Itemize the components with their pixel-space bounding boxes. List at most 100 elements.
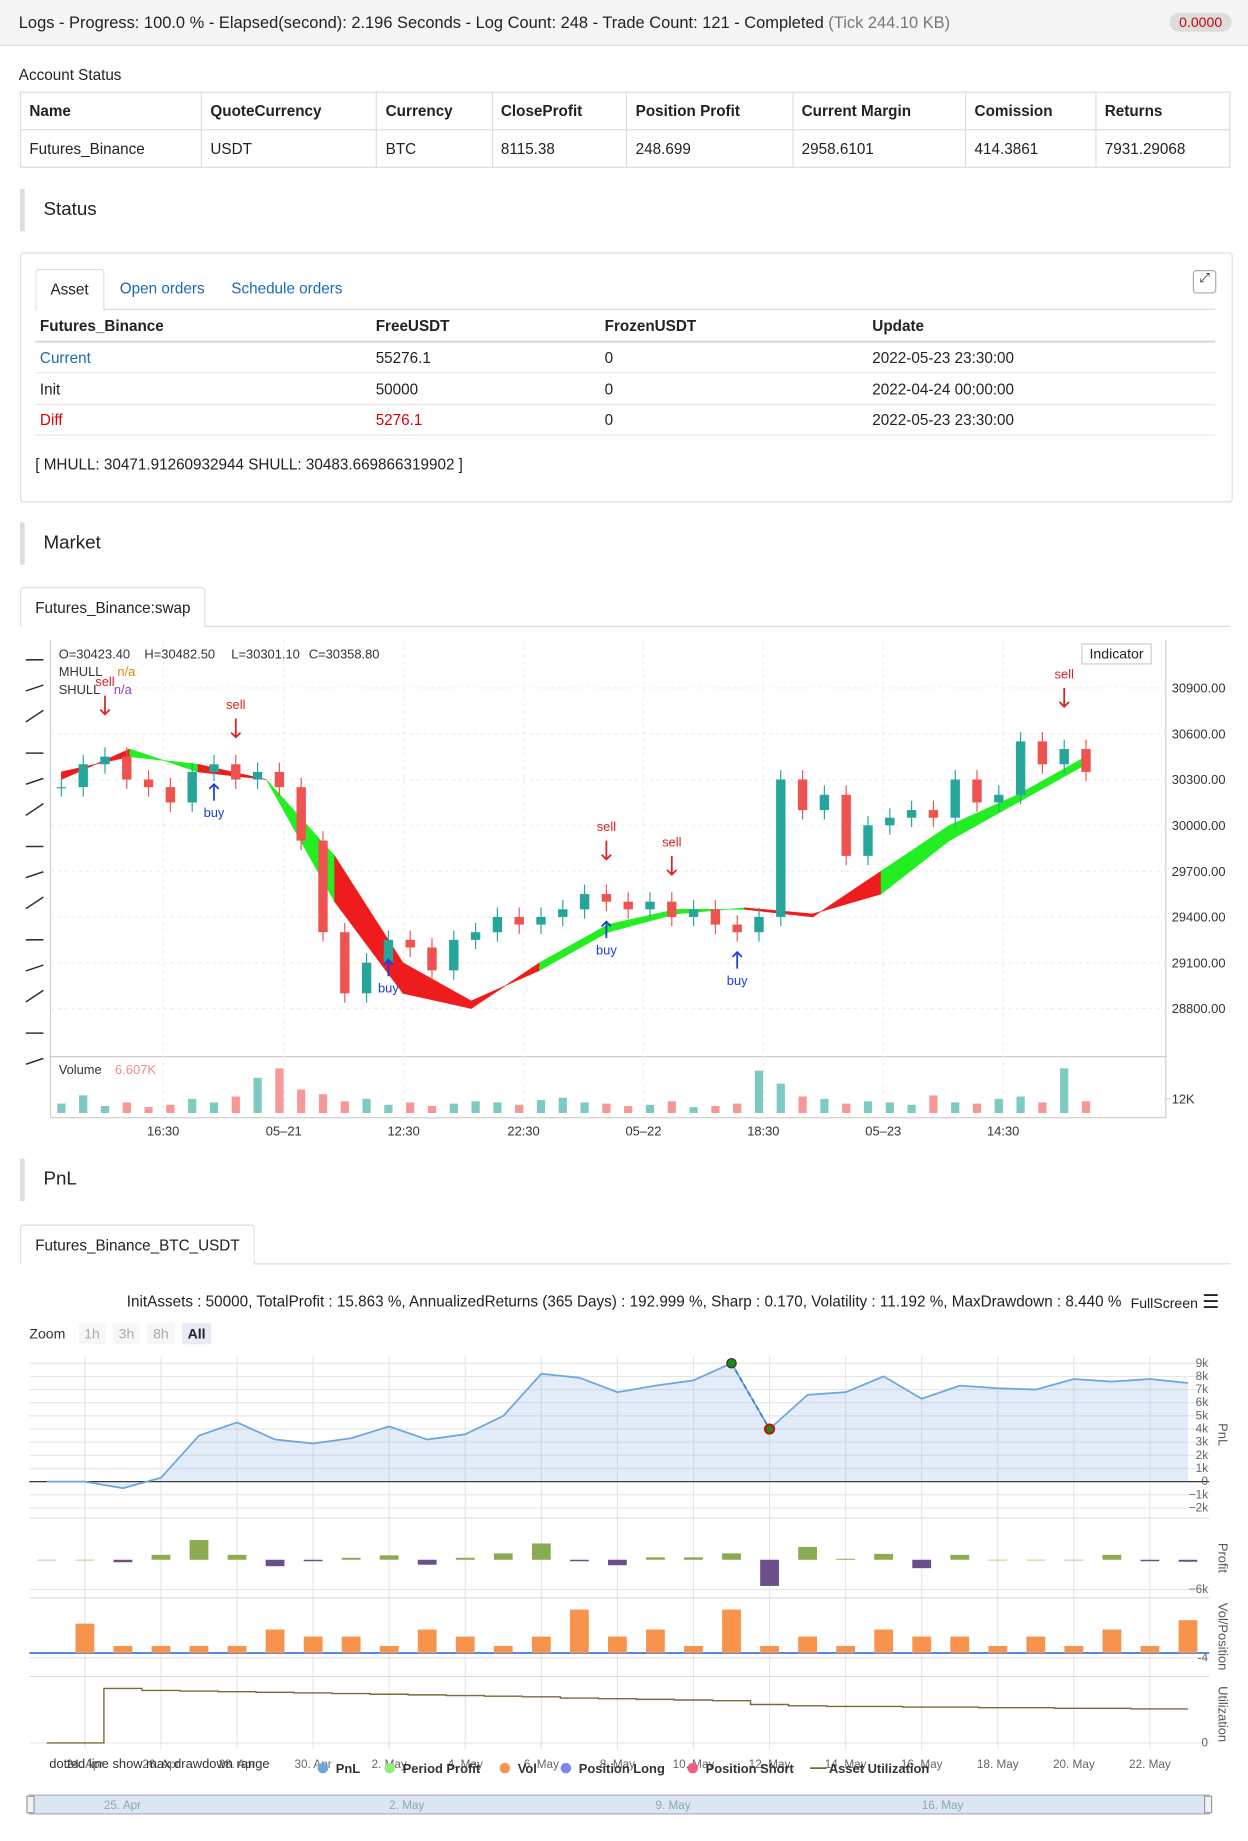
vol-bar <box>113 1646 133 1654</box>
rule <box>35 434 1216 436</box>
vol-bar <box>1140 1646 1160 1654</box>
profit-bar <box>417 1559 437 1565</box>
legend-symbol <box>560 1762 572 1774</box>
profit-bar <box>493 1553 513 1560</box>
vol-bar <box>1102 1629 1122 1654</box>
cell: 2022-04-24 00:00:00 <box>872 379 1015 398</box>
volume-bar <box>188 1098 197 1113</box>
tab[interactable]: Open orders <box>119 279 205 298</box>
rule <box>35 340 1216 343</box>
tab[interactable]: Schedule orders <box>231 279 343 298</box>
navigator-label: 9. May <box>655 1799 690 1812</box>
status-note: [ MHULL: 30471.91260932944 SHULL: 30483.… <box>35 455 463 474</box>
y-tick-label: 30600.00 <box>1172 726 1226 741</box>
pnl-summary: InitAssets : 50000, TotalProfit : 15.863… <box>126 1292 1122 1311</box>
tool-icon <box>25 964 44 972</box>
candle <box>885 817 895 826</box>
vol-bar <box>760 1646 779 1654</box>
profit-bar <box>1140 1559 1160 1562</box>
cell: Init <box>39 379 61 398</box>
fullscreen-button[interactable]: FullScreen <box>1130 1294 1198 1312</box>
volume-bar <box>645 1104 655 1113</box>
volume-bar <box>929 1095 938 1113</box>
y-tick-label: −1k <box>1189 1488 1208 1501</box>
candle <box>56 787 67 789</box>
y-tick-label: 7k <box>1196 1383 1209 1396</box>
zoom-button[interactable]: 1h <box>78 1323 106 1345</box>
vol-bar <box>1026 1636 1046 1654</box>
badge[interactable]: 0.0000 <box>1169 12 1232 32</box>
drawdown-trough <box>763 1423 776 1435</box>
volume-bar <box>318 1094 328 1113</box>
profit-bar <box>1102 1554 1122 1560</box>
candle <box>1015 741 1026 795</box>
volume-bar <box>449 1103 458 1113</box>
signal-label: sell <box>1055 667 1074 682</box>
legend-label: Position Short <box>706 1761 795 1776</box>
y-tick-label: 2k <box>1196 1449 1209 1462</box>
zoom-button[interactable]: 8h <box>147 1323 175 1345</box>
y-tick-label: 29400.00 <box>1172 910 1226 925</box>
account-table: Name QuoteCurrency Currency CloseProfit Posi… <box>19 91 1231 168</box>
signal-label: sell <box>226 697 245 712</box>
profit-bar <box>1026 1559 1046 1561</box>
legend-label: PnL <box>336 1761 360 1776</box>
signal-arrowhead <box>666 869 678 876</box>
profit-bar <box>608 1559 627 1566</box>
profit-bar <box>569 1559 589 1562</box>
profit-bar <box>341 1557 361 1560</box>
candle <box>732 924 742 933</box>
x-tick-label: 12:30 <box>387 1123 419 1138</box>
tool-icon <box>25 989 44 1003</box>
signal-label: buy <box>596 943 617 958</box>
profit-bar <box>1064 1559 1084 1561</box>
expand-button[interactable]: ⤢ <box>1192 270 1217 294</box>
status-table: Futures_Binance FreeUSDT FrozenUSDT Update C… <box>35 310 1216 439</box>
header-cell: FreeUSDT <box>375 316 450 335</box>
header-cell: Update <box>872 316 925 335</box>
x-tick-label: 28. Apr <box>218 1758 255 1771</box>
cell: 50000 <box>375 379 419 398</box>
signal-arrowhead <box>230 731 242 739</box>
candle <box>667 901 677 917</box>
pnl-tab[interactable]: Futures_Binance_BTC_USDT <box>19 1224 255 1265</box>
panel-label: Utilization <box>1216 1686 1231 1742</box>
signal-arrowhead <box>731 950 743 958</box>
tool-icon <box>25 1057 44 1065</box>
vol-bar <box>303 1636 323 1654</box>
volume-bar <box>471 1101 480 1113</box>
volume-bar <box>602 1103 611 1113</box>
volume-bar <box>427 1105 437 1113</box>
candle <box>950 779 960 818</box>
candle <box>1081 749 1091 772</box>
ohlc-value: H=30482.50 <box>144 647 215 662</box>
y-tick-label: 9k <box>1196 1357 1209 1370</box>
tab[interactable]: Asset <box>35 268 104 312</box>
candle <box>100 756 110 765</box>
profit-bar <box>912 1559 932 1569</box>
x-tick-label: 05–21 <box>266 1123 302 1138</box>
vol-bar <box>722 1609 741 1654</box>
profit-bar <box>531 1543 551 1560</box>
vol-bar <box>455 1636 475 1654</box>
candle <box>492 916 503 933</box>
market-tab[interactable]: Futures_Binance:swap <box>19 587 206 627</box>
hull-band <box>880 824 950 895</box>
zoom-button[interactable]: 3h <box>112 1323 141 1345</box>
volume-bar <box>275 1068 284 1113</box>
navigator <box>28 1794 1210 1815</box>
y-tick-label: 8k <box>1196 1370 1209 1383</box>
indicator-button[interactable]: Indicator <box>1081 643 1152 665</box>
menu-icon[interactable]: ☰ <box>1202 1292 1220 1313</box>
x-tick-label: 26. Apr <box>142 1758 179 1771</box>
x-tick-label: 6. May <box>524 1758 559 1771</box>
vol-bar <box>874 1629 894 1654</box>
cell: 0 <box>604 348 614 367</box>
volume-bar <box>820 1098 829 1113</box>
zoom-button[interactable]: All <box>181 1323 212 1345</box>
signal-label: sell <box>95 674 114 689</box>
profit-bar <box>646 1557 665 1560</box>
tab-line <box>19 1263 1231 1265</box>
account-label: Account Status <box>18 65 122 84</box>
profit-bar <box>37 1559 57 1561</box>
